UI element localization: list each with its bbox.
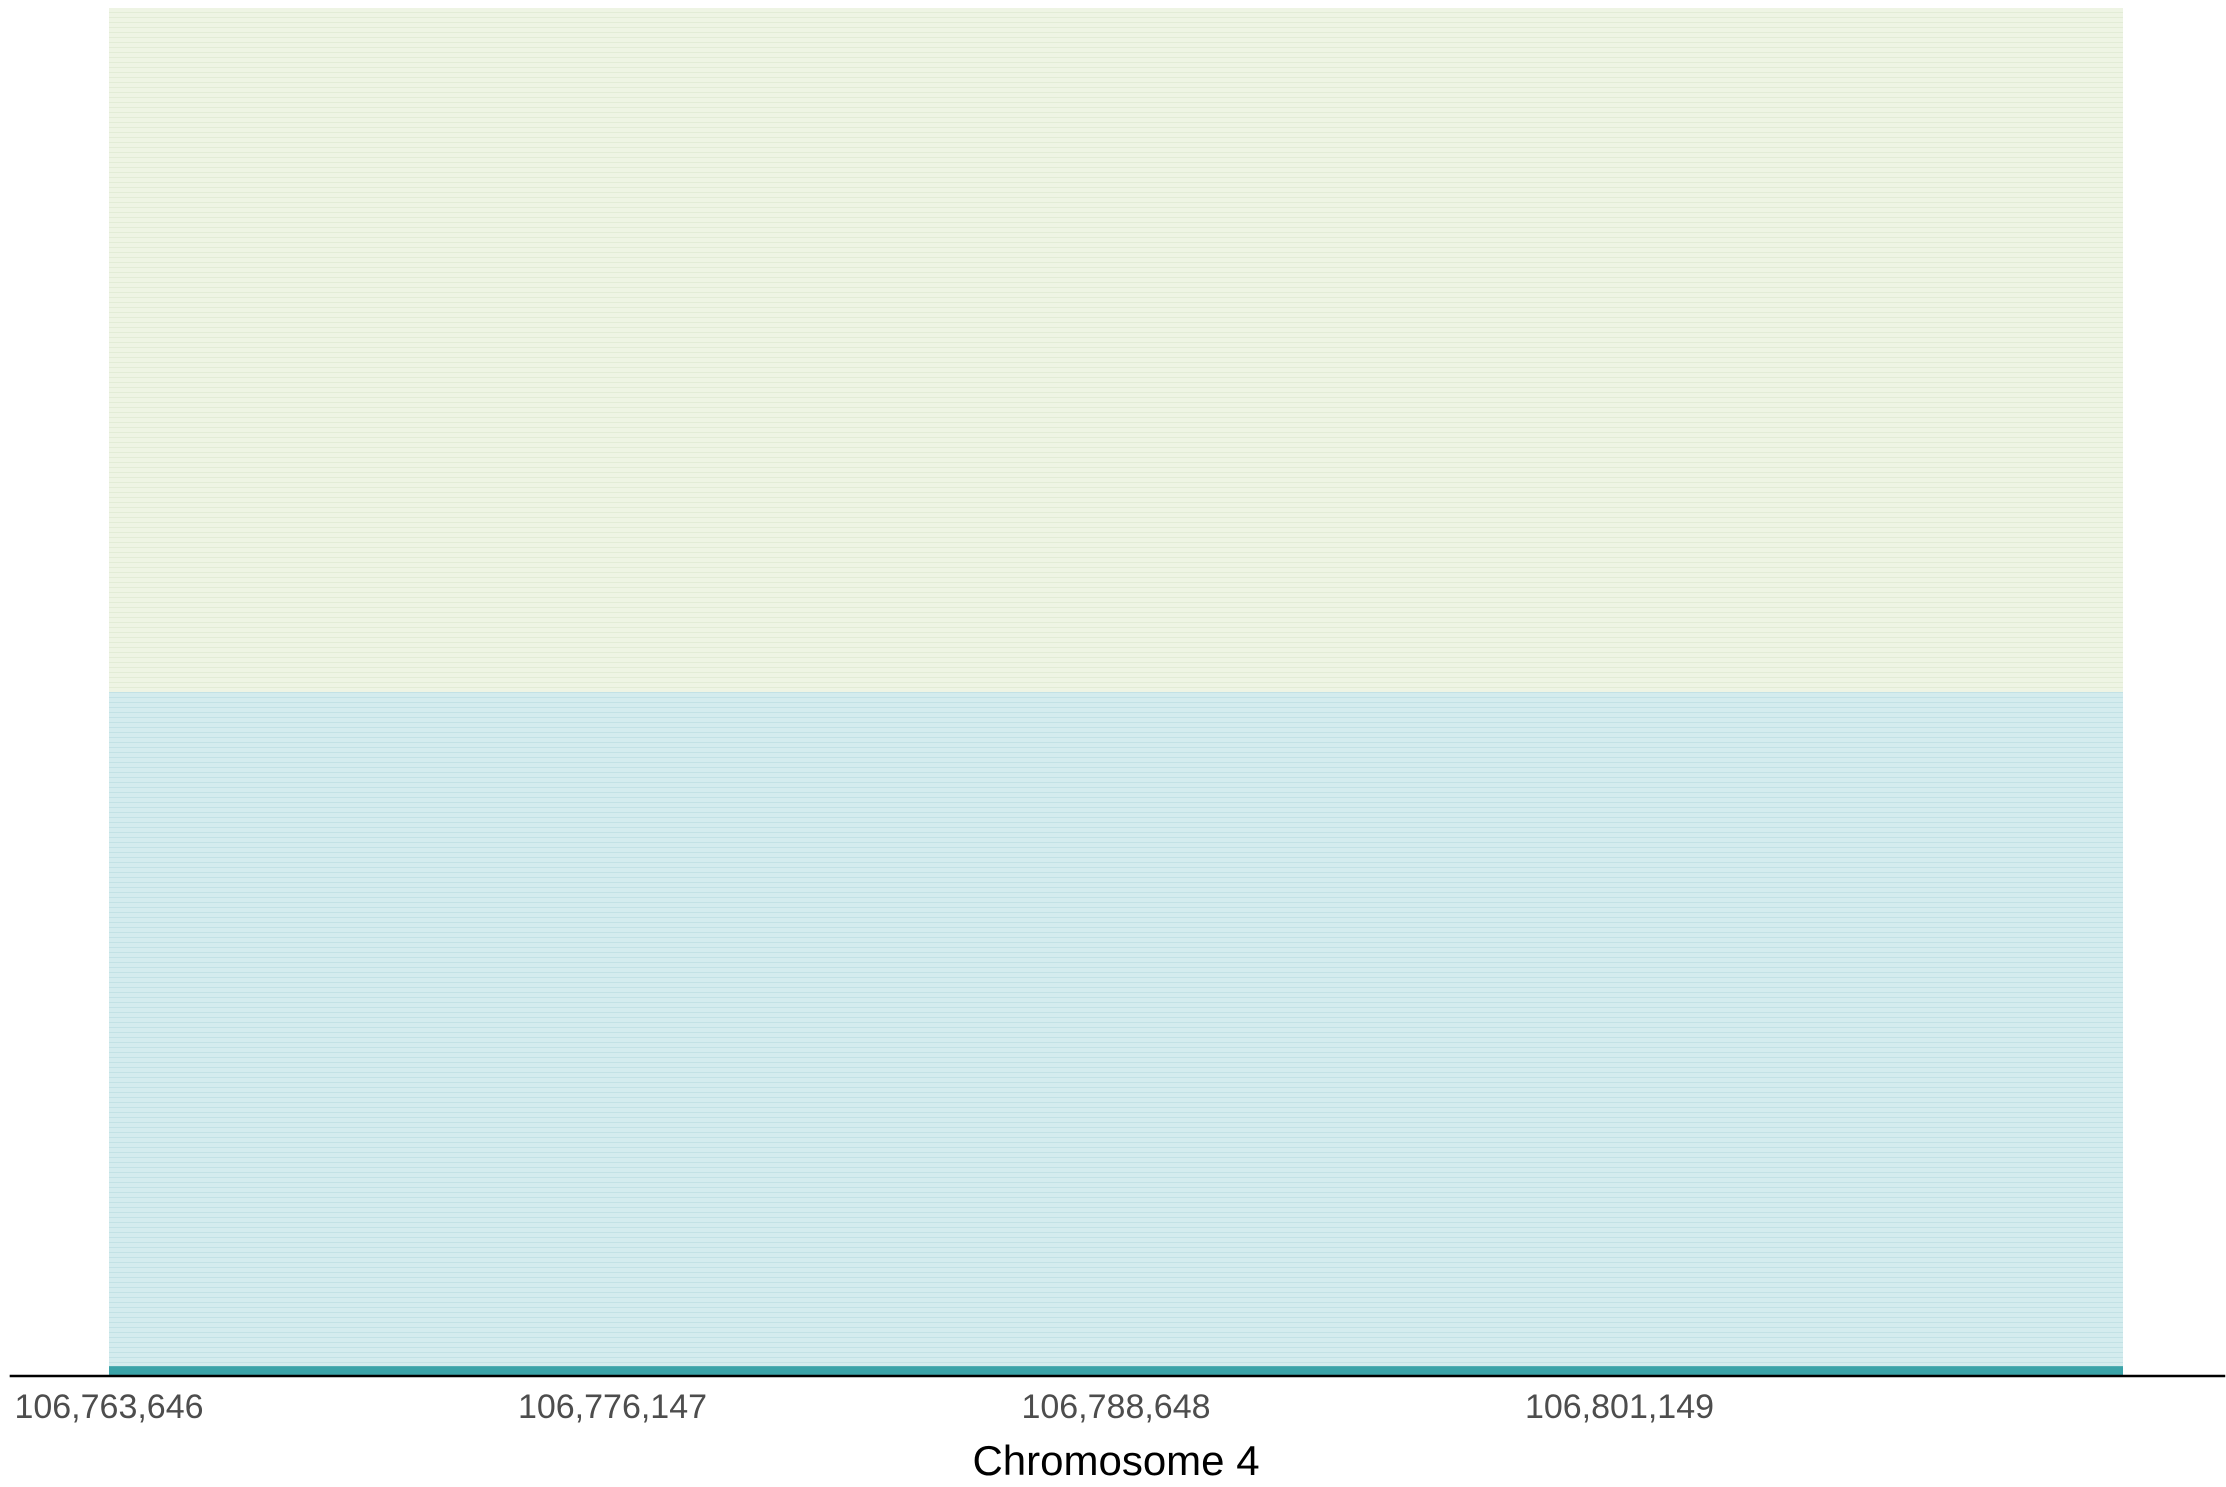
x-tick-label: 106,776,147 xyxy=(518,1388,707,1426)
area-band-2 xyxy=(109,692,2123,1370)
x-axis-title: Chromosome 4 xyxy=(972,1437,1259,1484)
baseline-band xyxy=(109,1366,2123,1376)
x-tick-label: 106,801,149 xyxy=(1525,1388,1714,1426)
plot-area xyxy=(109,8,2123,1376)
x-tick-label: 106,788,648 xyxy=(1021,1388,1210,1426)
area-band-1 xyxy=(109,8,2123,692)
x-axis-ticks: 106,763,646 106,776,147 106,788,648 106,801… xyxy=(14,1388,1714,1426)
x-tick-label: 106,763,646 xyxy=(14,1388,203,1426)
